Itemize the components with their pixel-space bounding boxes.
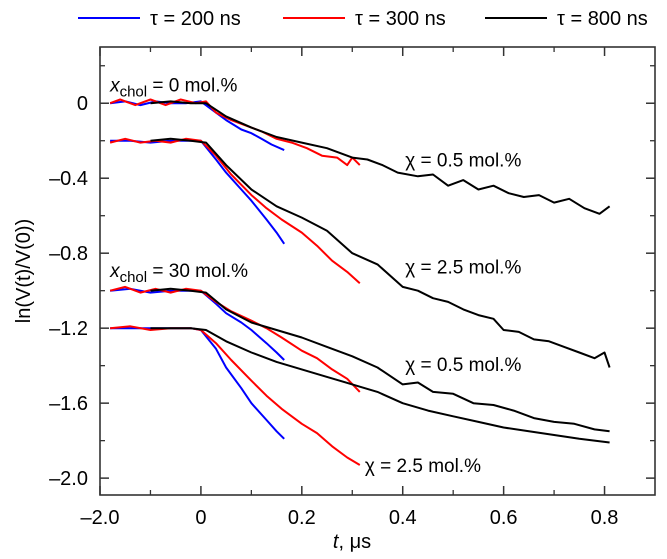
series-line — [110, 327, 285, 440]
series-line — [110, 287, 285, 361]
y-tick-label: –0.8 — [49, 243, 88, 265]
legend: τ = 200 ns τ = 300 ns τ = 800 ns — [78, 8, 648, 30]
series-line — [150, 100, 611, 215]
series-line — [109, 137, 361, 284]
x-tick-label: 0.8 — [591, 507, 619, 529]
x-tick-label: 0.4 — [389, 507, 417, 529]
annotation: χ = 2.5 mol.% — [365, 456, 481, 477]
y-tick-label: –1.6 — [49, 393, 88, 415]
x-tick-label: –2.0 — [81, 507, 120, 529]
series-line — [150, 327, 610, 444]
y-tick-label: –2.0 — [49, 468, 88, 490]
annotation: xchol = 30 mol.% — [109, 261, 248, 286]
series-line — [109, 98, 361, 167]
annotation: χ = 0.5 mol.% — [405, 150, 521, 171]
series-line — [109, 100, 285, 152]
annotation: χ = 2.5 mol.% — [405, 257, 521, 278]
y-tick-label: –1.2 — [49, 318, 88, 340]
series-line — [150, 137, 611, 368]
legend-label: τ = 800 ns — [557, 8, 648, 30]
annotation: χ = 0.5 mol.% — [405, 355, 521, 376]
y-tick-label: 0 — [77, 93, 88, 115]
x-tick-label: 0.2 — [288, 507, 316, 529]
series-line — [110, 325, 361, 466]
legend-label: τ = 300 ns — [355, 8, 446, 30]
plot-frame — [99, 46, 656, 496]
legend-label: τ = 200 ns — [150, 8, 241, 30]
annotations: xchol = 0 mol.% xchol = 30 mol.% χ = 0.5 m… — [109, 75, 521, 477]
y-axis-label: ln(V(t)/V(0)) — [13, 219, 35, 323]
x-tick-label: 0 — [195, 507, 206, 529]
axes: –2.0 0 0.2 0.4 0.6 0.8 0 –0.4 –0.8 –1.2 –1.6 –2.0 — [49, 47, 655, 529]
series-line — [110, 139, 286, 245]
series-layer — [109, 98, 611, 466]
x-tick-label: 0.6 — [490, 507, 518, 529]
x-axis-label: t, μs — [333, 531, 371, 553]
y-tick-label: –0.4 — [49, 168, 88, 190]
series-line — [150, 287, 610, 433]
annotation: xchol = 0 mol.% — [109, 75, 237, 100]
